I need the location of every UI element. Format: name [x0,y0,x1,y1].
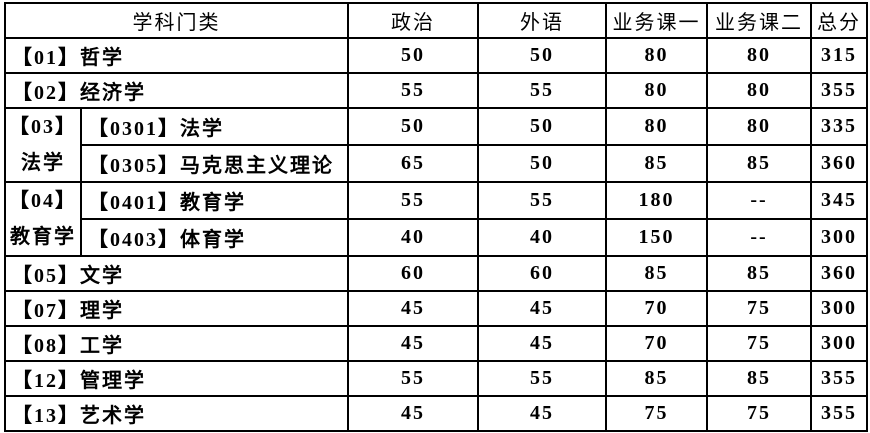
course-1-cell: 70 [605,290,708,327]
politics-cell: 55 [347,72,479,109]
group-cell: 【03】法学 [4,107,82,183]
category-cell: 【0301】法学 [80,107,349,146]
foreign-language-cell: 55 [477,72,607,109]
course-2-cell: 80 [706,107,812,146]
course-2-cell: 80 [706,37,812,74]
politics-cell: 45 [347,395,479,432]
course-2-cell: -- [706,218,812,257]
course-1-cell: 80 [605,107,708,146]
course-1-cell: 180 [605,181,708,220]
politics-cell: 45 [347,290,479,327]
table-row: 【08】工学 45 45 70 75 300 [4,325,868,362]
politics-cell: 50 [347,107,479,146]
course-1-cell: 70 [605,325,708,362]
total-cell: 360 [810,144,868,183]
course-1-cell: 85 [605,255,708,292]
foreign-language-cell: 50 [477,37,607,74]
category-cell: 【12】管理学 [4,360,349,397]
table-row: 【07】理学 45 45 70 75 300 [4,290,868,327]
category-cell: 【01】哲学 [4,37,349,74]
politics-cell: 50 [347,37,479,74]
course-1-cell: 80 [605,37,708,74]
course-2-cell: 85 [706,144,812,183]
total-cell: 345 [810,181,868,220]
foreign-language-cell: 50 [477,144,607,183]
foreign-language-cell: 40 [477,218,607,257]
politics-cell: 55 [347,181,479,220]
table-row: 【01】哲学 50 50 80 80 315 [4,37,868,74]
course-1-cell: 80 [605,72,708,109]
group-name: 法学 [21,152,65,174]
group-code: 【04】 [9,190,77,212]
group-cell: 【04】教育学 [4,181,82,257]
header-course-2: 业务课二 [706,2,812,39]
course-2-cell: 75 [706,395,812,432]
category-cell: 【0401】教育学 [80,181,349,220]
table-row: 【05】文学 60 60 85 85 360 [4,255,868,292]
category-cell: 【08】工学 [4,325,349,362]
foreign-language-cell: 60 [477,255,607,292]
category-cell: 【02】经济学 [4,72,349,109]
total-cell: 300 [810,218,868,257]
table-row: 【0403】体育学 40 40 150 -- 300 [5,218,868,257]
total-cell: 315 [810,37,868,74]
course-1-cell: 85 [605,360,708,397]
politics-cell: 40 [347,218,479,257]
category-cell: 【0403】体育学 [80,218,349,257]
politics-cell: 60 [347,255,479,292]
category-cell: 【0305】马克思主义理论 [80,144,349,183]
foreign-language-cell: 45 [477,325,607,362]
header-category: 学科门类 [4,2,349,39]
table-row: 【03】 法学 【0301】法学 50 50 80 80 335 [4,107,868,183]
course-1-cell: 85 [605,144,708,183]
table-row: 【02】经济学 55 55 80 80 355 [4,72,868,109]
foreign-language-cell: 55 [477,360,607,397]
header-total: 总分 [810,2,868,39]
group-name: 教育学 [10,226,76,248]
foreign-language-cell: 45 [477,290,607,327]
course-2-cell: 75 [706,325,812,362]
course-2-cell: 75 [706,290,812,327]
course-2-cell: 85 [706,255,812,292]
total-cell: 355 [810,72,868,109]
course-2-cell: 80 [706,72,812,109]
foreign-language-cell: 45 [477,395,607,432]
table-row: 【12】管理学 55 55 85 85 355 [4,360,868,397]
politics-cell: 55 [347,360,479,397]
header-course-1: 业务课一 [605,2,708,39]
category-cell: 【07】理学 [4,290,349,327]
total-cell: 360 [810,255,868,292]
course-1-cell: 150 [605,218,708,257]
total-cell: 300 [810,325,868,362]
group-code: 【03】 [9,116,77,138]
header-row: 学科门类 政治 外语 业务课一 业务课二 总分 [4,2,868,39]
header-politics: 政治 [347,2,479,39]
table-row: 【0305】马克思主义理论 65 50 85 85 360 [5,144,868,183]
category-cell: 【05】文学 [4,255,349,292]
table-row: 【13】艺术学 45 45 75 75 355 [4,395,868,432]
total-cell: 335 [810,107,868,146]
course-2-cell: -- [706,181,812,220]
category-cell: 【13】艺术学 [4,395,349,432]
foreign-language-cell: 50 [477,107,607,146]
politics-cell: 45 [347,325,479,362]
total-cell: 355 [810,360,868,397]
total-cell: 300 [810,290,868,327]
foreign-language-cell: 55 [477,181,607,220]
table-row: 【04】 教育学 【0401】教育学 55 55 180 -- 345 [4,181,868,257]
total-cell: 355 [810,395,868,432]
course-2-cell: 85 [706,360,812,397]
politics-cell: 65 [347,144,479,183]
score-table: 学科门类 政治 外语 业务课一 业务课二 总分 【01】哲学 50 50 80 80 31… [4,2,868,432]
header-foreign-language: 外语 [477,2,607,39]
course-1-cell: 75 [605,395,708,432]
